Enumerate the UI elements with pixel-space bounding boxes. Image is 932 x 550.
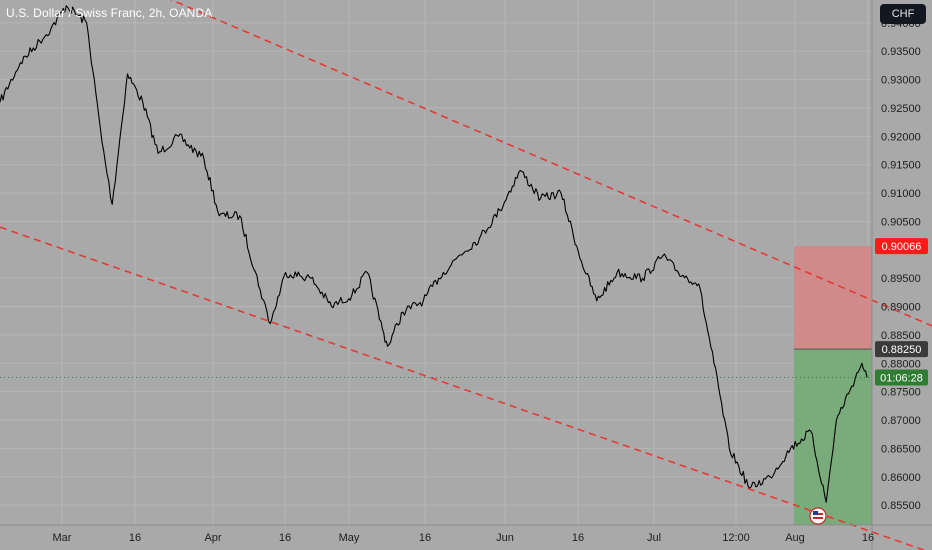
us-flag-icon bbox=[813, 511, 818, 515]
us-flag-icon bbox=[813, 517, 823, 519]
currency-button[interactable]: CHF bbox=[880, 4, 926, 24]
price-axis-tick: 0.86500 bbox=[881, 443, 921, 455]
price-axis-tick: 0.92500 bbox=[881, 103, 921, 115]
time-axis-tick: 16 bbox=[279, 532, 291, 544]
price-axis-tick: 0.87000 bbox=[881, 415, 921, 427]
symbol-title: U.S. Dollar / Swiss Franc, 2h, OANDA bbox=[6, 6, 213, 20]
price-axis-tick: 0.86000 bbox=[881, 472, 921, 484]
price-series-line bbox=[0, 5, 868, 503]
channel-lower-line[interactable] bbox=[0, 226, 932, 550]
time-axis-tick: Mar bbox=[53, 532, 72, 544]
time-axis-tick: 16 bbox=[572, 532, 584, 544]
bar-countdown-tag-bg bbox=[875, 369, 928, 386]
entry-price-tag: 0.88250 bbox=[882, 344, 922, 356]
time-axis-tick: 16 bbox=[419, 532, 431, 544]
take-profit-zone[interactable] bbox=[794, 349, 872, 525]
time-axis-tick: 16 bbox=[862, 532, 874, 544]
price-axis-tick: 0.89500 bbox=[881, 273, 921, 285]
price-axis-tick: 0.92000 bbox=[881, 131, 921, 143]
stop-price-tag: 0.90066 bbox=[882, 241, 922, 253]
stop-price-tag-bg bbox=[875, 238, 928, 255]
price-axis-tick: 0.89000 bbox=[881, 302, 921, 314]
price-axis-tick: 0.91500 bbox=[881, 160, 921, 172]
time-axis-tick: 12:00 bbox=[722, 532, 750, 544]
time-axis-tick: Aug bbox=[785, 532, 805, 544]
time-axis-tick: Jul bbox=[647, 532, 661, 544]
time-axis-tick: 16 bbox=[129, 532, 141, 544]
entry-price-tag-bg bbox=[875, 341, 928, 358]
time-axis-tick: Apr bbox=[204, 532, 221, 544]
time-axis-tick: May bbox=[339, 532, 360, 544]
price-axis-tick: 0.93000 bbox=[881, 75, 921, 87]
bar-countdown-tag: 01:06:28 bbox=[880, 372, 923, 384]
price-axis-tick: 0.87500 bbox=[881, 387, 921, 399]
price-axis-tick: 0.88000 bbox=[881, 358, 921, 370]
time-axis-tick: Jun bbox=[496, 532, 514, 544]
stop-loss-zone[interactable] bbox=[794, 246, 872, 350]
price-axis-tick: 0.88500 bbox=[881, 330, 921, 342]
price-axis-tick: 0.85500 bbox=[881, 500, 921, 512]
channel-upper-line[interactable] bbox=[0, 0, 932, 327]
us-flag-icon[interactable] bbox=[809, 507, 827, 525]
price-axis-tick: 0.91000 bbox=[881, 188, 921, 200]
price-axis-tick: 0.93500 bbox=[881, 46, 921, 58]
price-axis-tick: 0.90500 bbox=[881, 216, 921, 228]
